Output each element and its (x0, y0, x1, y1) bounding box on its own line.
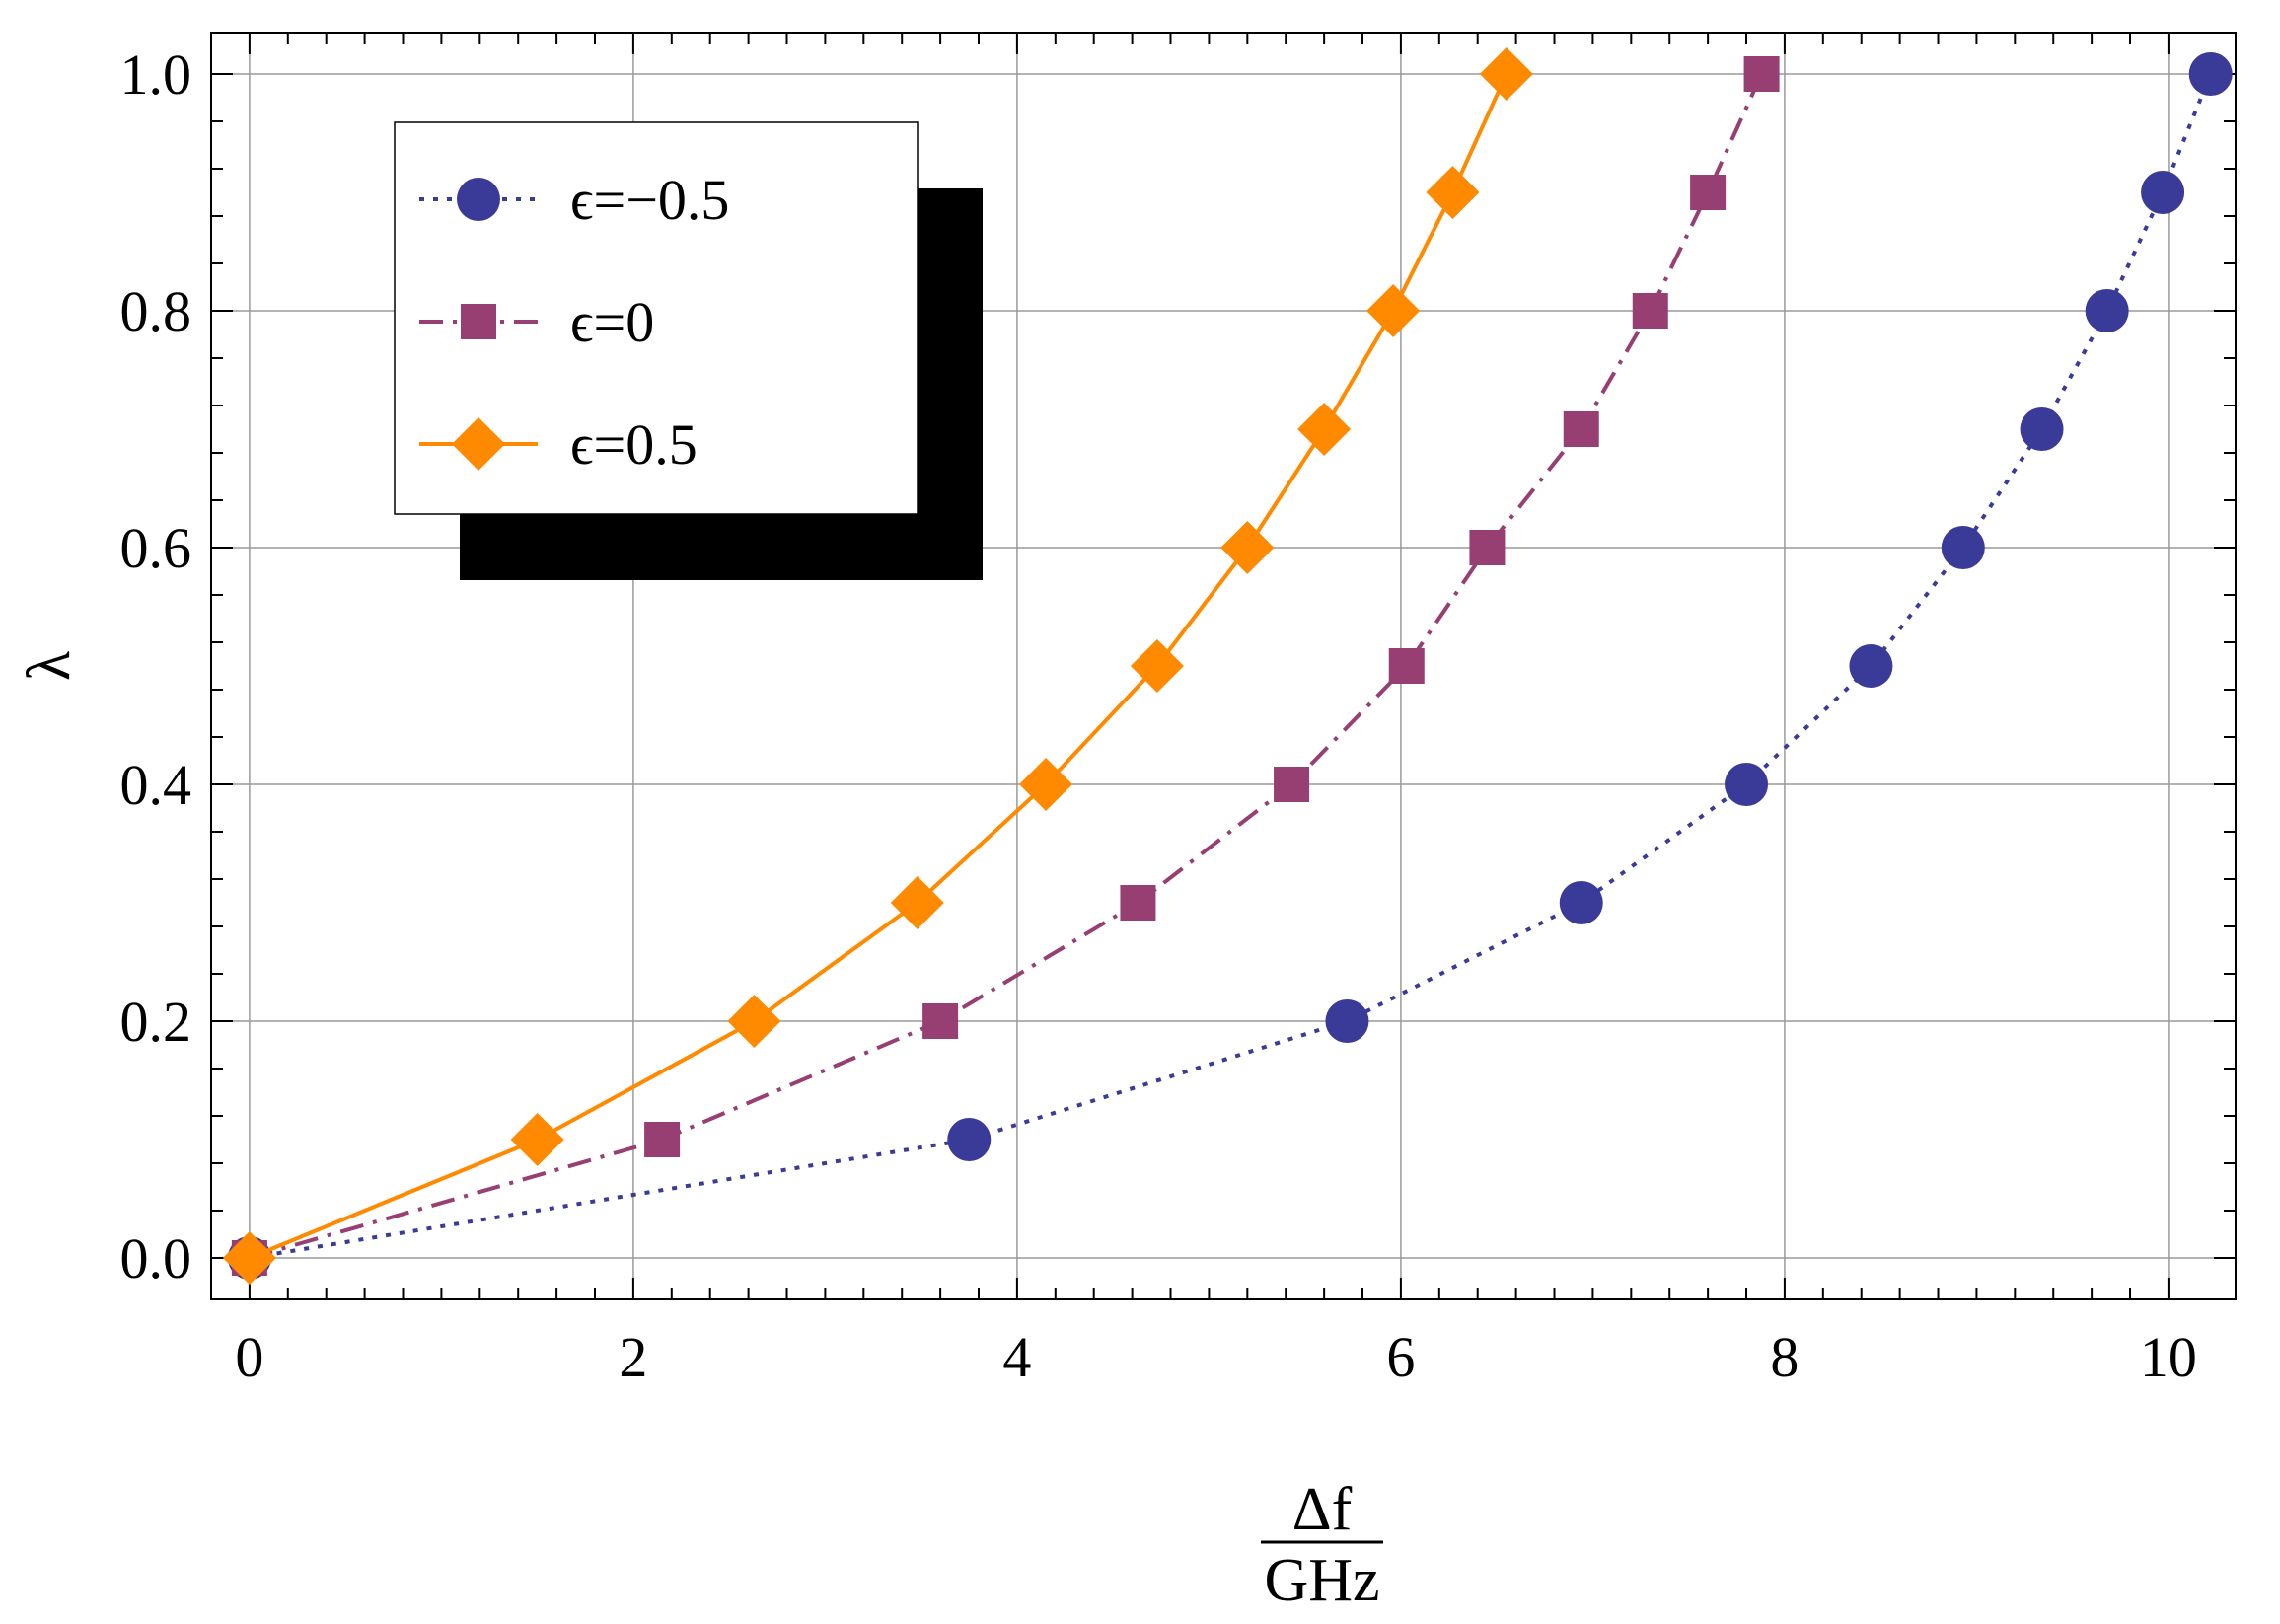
series-1-marker (1725, 763, 1769, 806)
legend-label-1: ϵ=−0.5 (570, 168, 729, 232)
series-1-marker (1849, 644, 1893, 688)
series-3 (222, 47, 1533, 1285)
series-2-line (249, 73, 1764, 1260)
legend-marker-1 (457, 178, 500, 221)
series-2-marker (1274, 767, 1310, 802)
series-3-marker (1366, 284, 1421, 337)
x-tick-label: 6 (1386, 1325, 1415, 1389)
y-tick-label: 1.0 (120, 42, 192, 107)
series-1-marker (2188, 52, 2233, 96)
series-3-marker (510, 1113, 564, 1166)
series-1-marker (2020, 407, 2064, 451)
series-3-marker (222, 1231, 276, 1285)
series-2-marker (1469, 530, 1506, 565)
series-3-marker (1220, 521, 1275, 574)
series-1-marker (947, 1118, 992, 1161)
x-tick-label: 10 (2140, 1325, 2197, 1389)
y-tick-label: 0.8 (120, 279, 192, 343)
series-3-marker (890, 876, 944, 929)
y-axis-label: λ (16, 651, 83, 681)
x-axis-label-denominator: GHz (1264, 1547, 1379, 1614)
legend: ϵ=−0.5 ϵ=0 ϵ=0.5 (394, 121, 983, 580)
series-2-marker (1120, 885, 1156, 921)
y-tick-label: 0.2 (120, 990, 192, 1054)
plot-frame (210, 32, 2237, 1300)
series-2-marker (1388, 648, 1425, 684)
x-tick-label: 4 (1002, 1325, 1031, 1389)
series-3-marker (1479, 47, 1533, 101)
legend-label-2: ϵ=0 (570, 290, 654, 354)
x-tick-label: 2 (619, 1325, 647, 1389)
series-1-marker (1941, 526, 1985, 569)
series-3-marker (1019, 758, 1073, 811)
series-1-marker (2085, 289, 2129, 332)
series-3-marker (727, 995, 781, 1048)
series-2-marker (1563, 411, 1599, 447)
x-tick-label: 8 (1770, 1325, 1799, 1389)
series-2-marker (644, 1122, 681, 1157)
series-2-marker (1743, 56, 1780, 92)
y-tick-label: 0.0 (120, 1226, 192, 1291)
y-tick-label: 0.4 (120, 753, 192, 817)
series-2-marker (1690, 175, 1727, 210)
series-3-marker (1426, 166, 1480, 219)
legend-marker-3 (452, 417, 505, 471)
series (222, 47, 2233, 1285)
x-tick-label: 0 (235, 1325, 263, 1389)
series-2-marker (922, 1003, 959, 1039)
series-2-marker (1632, 293, 1668, 329)
legend-label-3: ϵ=0.5 (570, 412, 698, 477)
series-3-marker (1297, 403, 1352, 456)
series-3-marker (1130, 639, 1184, 693)
x-axis-label-numerator: Δf (1292, 1476, 1353, 1543)
y-tick-label: 0.6 (120, 516, 192, 580)
series-1-marker (1325, 999, 1369, 1043)
series-1-marker (2141, 171, 2185, 214)
ticks: 0 2 4 6 8 10 0.0 0.2 0.4 0.6 0.8 1.0 (120, 33, 2236, 1389)
legend-marker-2 (461, 304, 496, 339)
axis-labels: λ Δf GHz (16, 651, 1383, 1614)
series-1-marker (1559, 881, 1603, 924)
